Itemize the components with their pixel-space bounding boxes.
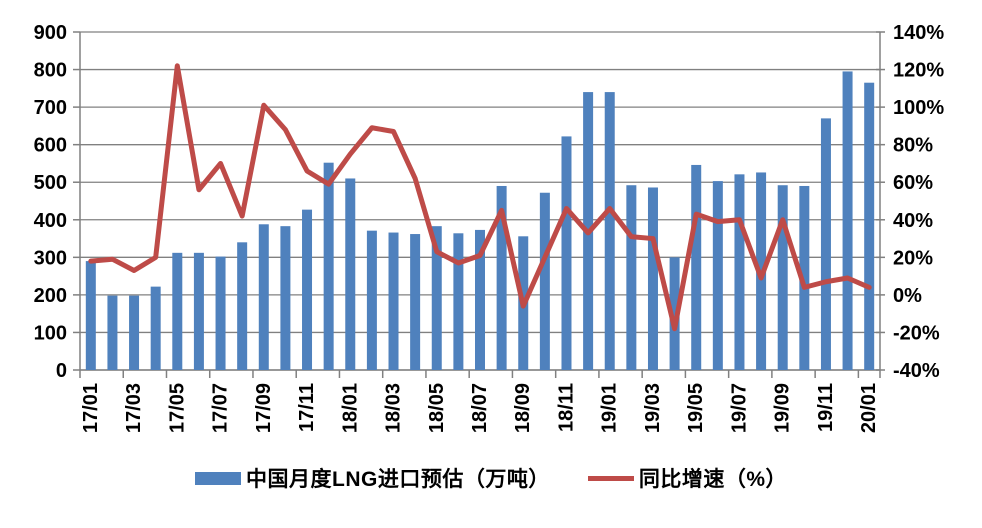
bar-series-label: 中国月度LNG进口预估（万吨）	[246, 468, 550, 491]
bar-19/01	[604, 92, 615, 370]
bar-series-swatch	[195, 471, 241, 485]
x-axis-label: 17/03	[123, 383, 145, 433]
bar-18/05	[431, 226, 442, 370]
right-axis-label: 80%	[893, 135, 933, 157]
bar-18/08	[496, 185, 507, 370]
bar-18/07	[475, 229, 485, 370]
left-axis-label: 400	[34, 210, 67, 232]
right-axis-label: 140%	[893, 22, 944, 44]
bar-17/11	[302, 209, 313, 370]
bar-18/06	[453, 233, 464, 370]
x-axis-label: 17/01	[80, 383, 102, 433]
bar-19/12	[842, 71, 853, 370]
right-axis-label: 40%	[893, 210, 933, 232]
bar-19/02	[626, 185, 637, 370]
x-axis-label: 18/01	[339, 383, 361, 433]
left-axis-label: 0	[56, 360, 67, 382]
left-axis-label: 300	[34, 247, 67, 269]
x-axis-label: 18/05	[426, 383, 448, 433]
x-axis-label: 19/05	[685, 383, 707, 433]
bar-17/10	[280, 226, 291, 370]
right-axis-label: 120%	[893, 60, 944, 82]
right-axis-label: 20%	[893, 247, 933, 269]
chart-canvas: 900 800 700 600 500 400 300 200 100 0 140% 120% 100%…	[34, 22, 945, 433]
right-axis-label: 60%	[893, 172, 933, 194]
left-axis-label: 800	[34, 60, 67, 82]
bar-19/07	[734, 174, 745, 370]
x-axis-label: 18/03	[383, 383, 405, 433]
left-axis-label: 900	[34, 22, 67, 44]
bar-19/11	[820, 118, 831, 370]
growth-line	[88, 63, 872, 332]
chart-legend: 中国月度LNG进口预估（万吨） 同比增速（%）	[0, 460, 982, 496]
bar-19/05	[691, 164, 702, 370]
x-axis-label: 18/11	[555, 383, 577, 432]
left-axis-label: 700	[34, 97, 67, 119]
x-axis-label: 19/07	[728, 383, 750, 433]
bar-18/02	[366, 230, 377, 370]
x-axis-label: 19/09	[772, 383, 794, 433]
bar-18/11	[561, 136, 572, 370]
bar-18/10	[539, 192, 550, 370]
bar-19/03	[647, 187, 658, 370]
x-axis-label: 17/09	[253, 383, 275, 433]
bar-19/10	[799, 185, 810, 370]
x-axis-label: 19/03	[642, 383, 664, 433]
left-axis-label: 200	[34, 285, 67, 307]
x-axis-label: 19/11	[815, 383, 837, 432]
right-axis-label: 100%	[893, 97, 944, 119]
line-series-label: 同比增速（%）	[638, 468, 787, 491]
legend-item-growth: 同比增速（%）	[587, 463, 787, 493]
bar-17/06	[193, 252, 204, 370]
bar-18/03	[388, 232, 399, 370]
line-series-swatch	[587, 475, 634, 481]
bar-18/04	[410, 234, 421, 370]
bar-19/06	[712, 181, 723, 370]
right-axis-label: -40%	[893, 360, 940, 382]
bar-17/08	[237, 242, 248, 370]
x-axis-label: 17/11	[296, 383, 318, 432]
bar-17/03	[129, 295, 140, 370]
bar-17/09	[258, 224, 269, 370]
x-axis-label: 18/07	[469, 383, 491, 433]
x-axis-label: 18/09	[512, 383, 534, 433]
bar-17/07	[215, 256, 226, 370]
bar-17/05	[172, 252, 183, 370]
bar-17/12	[323, 162, 334, 370]
legend-item-imports: 中国月度LNG进口预估（万吨）	[195, 463, 550, 493]
right-axis-label: -20%	[893, 322, 940, 344]
bar-17/04	[150, 286, 161, 370]
right-axis-label: 0%	[893, 285, 922, 307]
left-axis-label: 100	[34, 322, 67, 344]
bar-17/01	[85, 261, 96, 370]
bar-19/04	[669, 257, 680, 370]
x-axis-label: 20/01	[858, 383, 880, 433]
bar-20/01	[864, 82, 875, 370]
bar-18/01	[345, 178, 356, 370]
x-axis-label: 19/01	[599, 383, 621, 433]
x-axis-label: 17/05	[166, 383, 188, 433]
left-axis-label: 500	[34, 172, 67, 194]
left-axis-label: 600	[34, 135, 67, 157]
bar-17/02	[107, 295, 118, 370]
bar-19/09	[777, 185, 788, 370]
x-axis-label: 17/07	[210, 383, 232, 433]
